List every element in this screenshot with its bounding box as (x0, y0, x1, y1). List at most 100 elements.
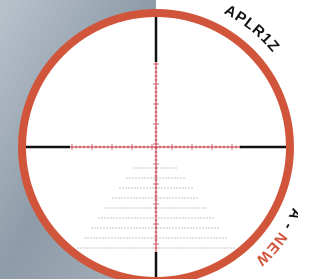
holdover-dot (95, 228, 96, 229)
holdover-dot (204, 248, 205, 249)
holdover-dot (164, 228, 165, 229)
holdover-dot (168, 188, 169, 189)
holdover-dot (193, 208, 194, 209)
holdover-dot (102, 218, 103, 219)
holdover-dot (184, 178, 185, 179)
holdover-dot (220, 238, 221, 239)
holdover-dot (149, 228, 150, 229)
holdover-dot (187, 208, 188, 209)
holdover-dot (183, 188, 184, 189)
holdover-dot (160, 178, 161, 179)
holdover-dot (96, 248, 97, 249)
holdover-dot (173, 168, 174, 169)
holdover-dot (121, 238, 122, 239)
holdover-dot (199, 238, 200, 239)
holdover-dot (149, 168, 150, 169)
holdover-dot (148, 238, 149, 239)
holdover-dot (174, 188, 175, 189)
holdover-dot (146, 228, 147, 229)
holdover-dot (150, 218, 151, 219)
holdover-dot (153, 218, 154, 219)
holdover-dot (176, 198, 177, 199)
holdover-dot (140, 228, 141, 229)
holdover-dot (125, 228, 126, 229)
holdover-dot (133, 208, 134, 209)
holdover-dot (112, 238, 113, 239)
holdover-dot (180, 218, 181, 219)
holdover-dot (131, 228, 132, 229)
page: {"reticle": {"label_top": "APLR1Z", "lab… (0, 0, 298, 279)
holdover-dot (116, 228, 117, 229)
holdover-dot (202, 238, 203, 239)
holdover-dot (102, 248, 103, 249)
holdover-dot (149, 198, 150, 199)
holdover-dot (190, 208, 191, 209)
holdover-dot (163, 178, 164, 179)
holdover-dot (174, 248, 175, 249)
holdover-dot (160, 238, 161, 239)
holdover-dot (145, 208, 146, 209)
holdover-dot (159, 248, 160, 249)
holdover-dot (189, 188, 190, 189)
holdover-dot (99, 218, 100, 219)
reticle-image: APLR1Z A - NEW (0, 0, 298, 279)
holdover-dot (134, 168, 135, 169)
holdover-dot (175, 238, 176, 239)
holdover-dot (126, 188, 127, 189)
holdover-dot (129, 248, 130, 249)
holdover-dot (166, 208, 167, 209)
holdover-dot (197, 228, 198, 229)
holdover-dot (228, 248, 229, 249)
holdover-dot (136, 238, 137, 239)
holdover-dot (137, 228, 138, 229)
holdover-dot (199, 208, 200, 209)
holdover-dot (172, 238, 173, 239)
holdover-dot (132, 248, 133, 249)
holdover-dot (155, 228, 156, 229)
holdover-dot (132, 188, 133, 189)
holdover-dot (186, 248, 187, 249)
holdover-dot (189, 248, 190, 249)
holdover-dot (148, 178, 149, 179)
holdover-dot (192, 218, 193, 219)
holdover-dot (158, 228, 159, 229)
holdover-dot (113, 228, 114, 229)
holdover-dot (182, 198, 183, 199)
holdover-dot (188, 198, 189, 199)
holdover-dot (183, 218, 184, 219)
holdover-dot (204, 218, 205, 219)
holdover-dot (189, 218, 190, 219)
holdover-dot (85, 238, 86, 239)
holdover-dot (121, 208, 122, 209)
holdover-dot (152, 228, 153, 229)
holdover-dot (158, 168, 159, 169)
holdover-dot (120, 188, 121, 189)
holdover-dot (116, 198, 117, 199)
holdover-dot (225, 248, 226, 249)
holdover-dot (122, 198, 123, 199)
holdover-dot (151, 178, 152, 179)
holdover-dot (163, 208, 164, 209)
holdover-dot (167, 168, 168, 169)
holdover-dot (155, 168, 156, 169)
holdover-dot (99, 248, 100, 249)
holdover-dot (213, 248, 214, 249)
holdover-dot (164, 168, 165, 169)
holdover-dot (151, 208, 152, 209)
holdover-dot (234, 248, 235, 249)
holdover-dot (153, 248, 154, 249)
holdover-dot (210, 218, 211, 219)
holdover-dot (177, 248, 178, 249)
holdover-dot (219, 248, 220, 249)
holdover-dot (87, 248, 88, 249)
holdover-dot (181, 178, 182, 179)
holdover-dot (169, 178, 170, 179)
holdover-dot (196, 238, 197, 239)
holdover-dot (111, 218, 112, 219)
holdover-dot (128, 198, 129, 199)
holdover-dot (166, 178, 167, 179)
holdover-dot (143, 168, 144, 169)
holdover-dot (140, 168, 141, 169)
holdover-dot (131, 198, 132, 199)
holdover-dot (117, 218, 118, 219)
